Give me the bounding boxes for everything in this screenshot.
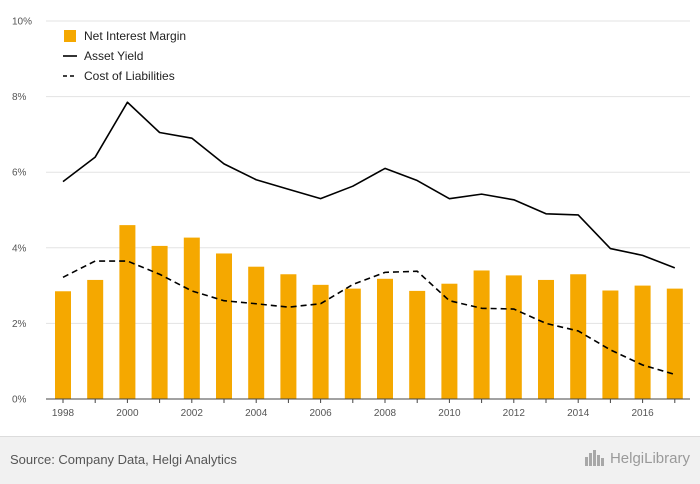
bar-net-interest-margin: [55, 291, 71, 399]
x-tick-label: 2000: [116, 408, 139, 419]
legend-label-asset-yield: Asset Yield: [84, 49, 143, 63]
y-tick-label: 2%: [12, 319, 27, 330]
line-cost-of-liabilities: [62, 260, 676, 376]
bar-net-interest-margin: [344, 288, 361, 399]
x-tick-label: 2016: [631, 408, 654, 419]
bar-net-interest-margin: [473, 270, 490, 399]
legend-swatch-net-interest-margin: [64, 30, 76, 42]
bar-net-interest-margin: [634, 285, 651, 399]
y-tick-label: 0%: [12, 395, 27, 406]
x-tick-label: 1998: [52, 408, 75, 419]
bar-net-interest-margin: [312, 284, 329, 399]
y-tick-label: 8%: [12, 92, 27, 103]
bars: [55, 225, 683, 399]
y-tick-label: 6%: [12, 168, 27, 179]
legend-label-net-interest-margin: Net Interest Margin: [84, 29, 186, 43]
bar-net-interest-margin: [538, 279, 554, 399]
x-tick-label: 2008: [374, 408, 397, 419]
bar-net-interest-margin: [441, 283, 458, 399]
bar-net-interest-margin: [183, 237, 200, 399]
bar-net-interest-margin: [602, 290, 619, 399]
x-tick-label: 2004: [245, 408, 268, 419]
bar-net-interest-margin: [570, 274, 587, 399]
source-note: Source: Company Data, Helgi Analytics: [10, 452, 237, 467]
x-tick-label: 2012: [503, 408, 526, 419]
bar-net-interest-margin: [87, 279, 104, 399]
bar-net-interest-margin: [666, 288, 683, 399]
line-asset-yield: [62, 101, 676, 269]
bar-net-interest-margin: [505, 275, 522, 399]
y-tick-label: 10%: [12, 17, 32, 28]
chart: 0% 2% 4% 6% 8% 10% 1998 2000 2002 2004 2006 2008 201…: [12, 17, 690, 419]
legend-label-cost-of-liabilities: Cost of Liabilities: [84, 69, 175, 83]
bar-net-interest-margin: [119, 225, 136, 399]
bar-net-interest-margin: [409, 290, 426, 399]
x-tick-label: 2006: [309, 408, 332, 419]
lines: [62, 101, 676, 376]
bar-net-interest-margin: [216, 253, 232, 399]
bar-net-interest-margin: [151, 245, 168, 399]
x-tick-label: 2014: [567, 408, 590, 419]
city-skyline-icon: [584, 450, 604, 466]
y-tick-label: 4%: [12, 243, 27, 254]
bar-net-interest-margin: [377, 278, 393, 399]
bar-net-interest-margin: [248, 266, 265, 399]
footer: Source: Company Data, Helgi Analytics He…: [0, 436, 700, 484]
x-tick-label: 2002: [181, 408, 204, 419]
legend: Net Interest Margin Asset Yield Cost of Li…: [63, 29, 186, 83]
bar-net-interest-margin: [280, 274, 297, 399]
brand-logo: HelgiLibrary: [584, 449, 690, 467]
x-tick-label: 2010: [438, 408, 461, 419]
brand-name: HelgiLibrary: [609, 449, 690, 467]
axes: 0% 2% 4% 6% 8% 10% 1998 2000 2002 2004 2006 2008 201…: [12, 17, 690, 419]
